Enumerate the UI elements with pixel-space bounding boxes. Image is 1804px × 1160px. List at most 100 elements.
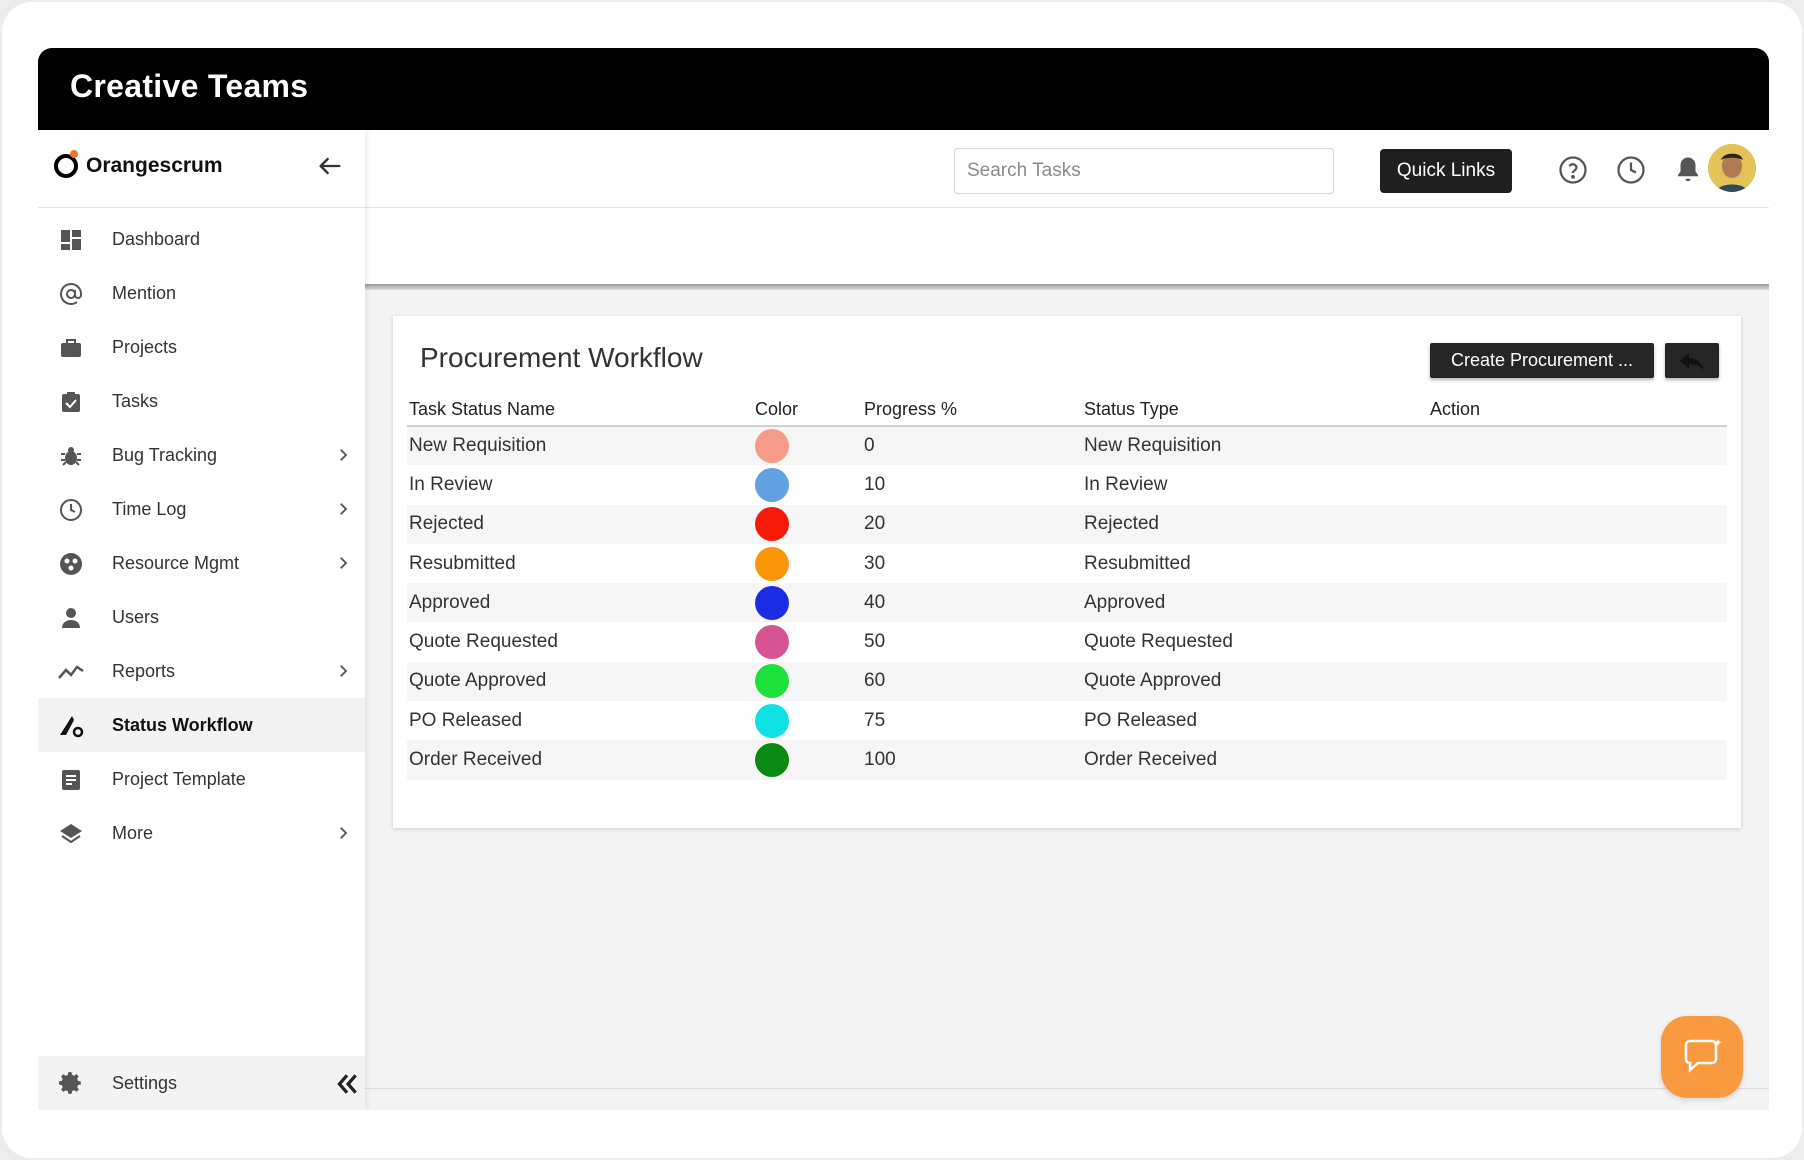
sidebar-item-reports[interactable]: Reports <box>38 644 365 698</box>
sidebar-item-project-template[interactable]: Project Template <box>38 752 365 806</box>
chevron-right-icon <box>340 665 348 677</box>
reply-arrow-icon <box>1680 352 1704 370</box>
table-row: Order Received 100 Order Received <box>407 740 1727 780</box>
progress-cell: 100 <box>864 749 896 771</box>
sidebar-item-resource-mgmt[interactable]: Resource Mgmt <box>38 536 365 590</box>
clock-icon <box>58 497 84 523</box>
double-chevron-left-icon[interactable] <box>334 1071 360 1097</box>
color-cell <box>753 505 862 544</box>
status-type-cell: In Review <box>1084 473 1168 495</box>
progress-cell: 0 <box>864 435 875 457</box>
search-input[interactable] <box>954 148 1334 194</box>
action-cell[interactable] <box>1428 426 1727 465</box>
column-header: Status Type <box>1082 398 1428 427</box>
task-check-icon <box>58 389 84 415</box>
column-header: Action <box>1428 398 1727 427</box>
sidebar-item-users[interactable]: Users <box>38 590 365 644</box>
progress-cell: 10 <box>864 473 886 495</box>
sidebar-item-dashboard[interactable]: Dashboard <box>38 212 365 266</box>
template-icon <box>58 767 84 793</box>
sidebar-item-more[interactable]: More <box>38 806 365 860</box>
status-type-cell: Quote Approved <box>1084 670 1222 692</box>
color-cell <box>753 622 862 661</box>
table-row: Approved 40 Approved <box>407 583 1727 623</box>
color-cell <box>753 662 862 701</box>
action-cell[interactable] <box>1428 701 1727 740</box>
table-header-row: Task Status Name Color Progress % Status… <box>407 398 1727 427</box>
color-cell <box>753 465 862 504</box>
sidebar-item-label: Bug Tracking <box>112 444 218 465</box>
quick-links-button[interactable]: Quick Links <box>1380 149 1512 193</box>
color-cell <box>753 701 862 740</box>
brand-name: Orangescrum <box>86 154 223 177</box>
status-type-cell: Quote Requested <box>1084 631 1233 653</box>
progress-cell: 60 <box>864 670 886 692</box>
orangescrum-logo-icon <box>54 150 78 178</box>
status-type-cell: New Requisition <box>1084 435 1222 457</box>
layers-icon <box>58 821 84 847</box>
action-cell[interactable] <box>1428 662 1727 701</box>
user-icon <box>58 605 84 631</box>
sidebar-item-tasks[interactable]: Tasks <box>38 374 365 428</box>
sidebar-item-label: Dashboard <box>112 228 201 249</box>
page-title: Procurement Workflow <box>420 342 703 373</box>
color-cell <box>753 583 862 622</box>
help-icon[interactable] <box>1558 155 1588 185</box>
color-swatch <box>755 429 789 464</box>
table-row: Resubmitted 30 Resubmitted <box>407 544 1727 583</box>
divider <box>365 284 1769 290</box>
sidebar-item-bug-tracking[interactable]: Bug Tracking <box>38 428 365 482</box>
sidebar-item-label: Time Log <box>112 498 187 519</box>
action-cell[interactable] <box>1428 740 1727 779</box>
status-type-cell: Approved <box>1084 591 1166 613</box>
table-row: Quote Requested 50 Quote Requested <box>407 622 1727 661</box>
action-cell[interactable] <box>1428 544 1727 583</box>
progress-cell: 20 <box>864 513 886 535</box>
status-name-cell: Quote Approved <box>409 670 547 692</box>
sidebar-item-time-log[interactable]: Time Log <box>38 482 365 536</box>
table-row: In Review 10 In Review <box>407 465 1727 504</box>
divider <box>365 1088 1769 1089</box>
column-header: Color <box>753 398 862 427</box>
progress-cell: 50 <box>864 631 886 653</box>
history-clock-icon[interactable] <box>1616 155 1646 185</box>
arrow-left-icon[interactable] <box>316 152 344 180</box>
table-row: PO Released 75 PO Released <box>407 701 1727 740</box>
chart-line-icon <box>58 659 84 685</box>
dashboard-icon <box>58 227 84 253</box>
status-type-cell: Order Received <box>1084 749 1218 771</box>
column-header: Task Status Name <box>407 398 753 427</box>
bell-icon[interactable] <box>1673 155 1703 185</box>
sidebar-item-label: Resource Mgmt <box>112 552 240 573</box>
table-row: New Requisition 0 New Requisition <box>407 426 1727 466</box>
status-name-cell: Resubmitted <box>409 552 516 574</box>
sidebar-item-projects[interactable]: Projects <box>38 320 365 374</box>
briefcase-icon <box>58 335 84 361</box>
action-cell[interactable] <box>1428 583 1727 622</box>
sub-header <box>365 208 1769 284</box>
status-table: Task Status Name Color Progress % Status… <box>407 398 1727 780</box>
create-procurement-button[interactable]: Create Procurement ... <box>1430 343 1654 378</box>
avatar[interactable] <box>1708 144 1756 192</box>
sidebar-item-label: Tasks <box>112 390 159 411</box>
brand-logo[interactable]: Orangescrum <box>54 144 223 188</box>
color-swatch <box>755 585 789 620</box>
sidebar-item-status-workflow[interactable]: Status Workflow <box>38 698 365 752</box>
progress-cell: 40 <box>864 591 886 613</box>
back-button[interactable] <box>1665 343 1719 378</box>
sidebar-item-settings[interactable]: Settings <box>38 1056 365 1110</box>
action-cell[interactable] <box>1428 465 1727 504</box>
workflow-icon <box>58 713 84 739</box>
gear-icon <box>59 1072 81 1094</box>
chat-support-button[interactable] <box>1661 1016 1743 1098</box>
action-cell[interactable] <box>1428 622 1727 661</box>
main-content: Procurement Workflow Create Procurement … <box>365 290 1769 1110</box>
sidebar-item-mention[interactable]: Mention <box>38 266 365 320</box>
color-cell <box>753 426 862 465</box>
window-titlebar: Creative Teams <box>38 48 1769 130</box>
window-title: Creative Teams <box>70 68 309 104</box>
action-cell[interactable] <box>1428 505 1727 544</box>
avatar-image-icon <box>1708 144 1756 192</box>
status-type-cell: PO Released <box>1084 709 1198 731</box>
